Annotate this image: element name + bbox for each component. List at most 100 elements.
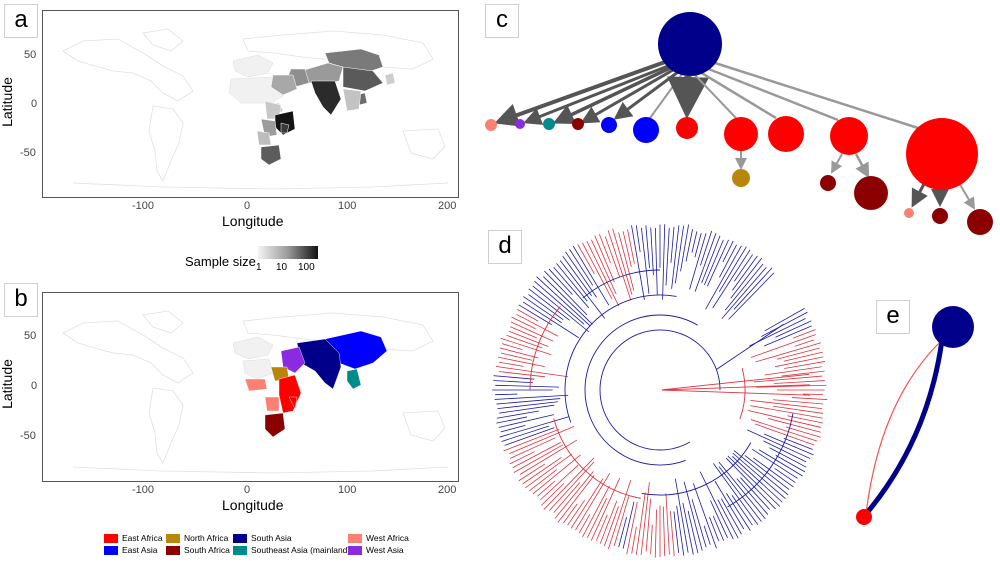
tree-tip-branch [536, 276, 591, 327]
panel-label-d: d [488, 230, 522, 264]
map-a-ytick-0: 0 [31, 98, 38, 110]
tree-tip-branch [787, 415, 823, 424]
node-south-africa-3 [854, 176, 888, 210]
tree-tip-branch [721, 266, 767, 319]
tree-tip-branch [740, 477, 771, 510]
tree-tip-branch [543, 457, 595, 510]
sample-size-tick-100: 100 [298, 262, 315, 273]
map-a-xtick-100: 100 [338, 200, 357, 212]
tree-tip-branch [594, 235, 615, 283]
tree-tip-branch [712, 249, 751, 309]
tree-tip-branch [699, 471, 734, 540]
tree-tip-branch [563, 503, 578, 524]
tree-tip-branch [784, 361, 826, 369]
tree-tip-branch [803, 393, 824, 396]
tree-tip-branch [612, 228, 633, 295]
tree-tip-branch [752, 448, 798, 479]
phylo-tree-d [492, 224, 828, 558]
node-north-africa-1 [732, 169, 750, 187]
sample-size-tick-10: 10 [276, 262, 288, 273]
tree-tip-branch [665, 493, 670, 555]
tree-tip-branch [540, 464, 579, 501]
tree-tip-branch [689, 233, 707, 290]
tree-tip-branch [499, 416, 570, 438]
tree-tip-branch [553, 266, 590, 309]
tree-tip-branch [493, 375, 535, 380]
tree-tip-branch [631, 526, 637, 554]
tree-tip-branch [674, 225, 684, 284]
tree-tip-branch [640, 227, 650, 294]
legend-label: West Asia [366, 545, 404, 555]
legend-swatch [104, 545, 118, 555]
tree-tip-branch [662, 506, 666, 557]
tree-internal-arc [553, 418, 641, 499]
sample-size-tick-1: 1 [256, 262, 262, 273]
tree-tip-branch [650, 524, 653, 555]
legend-west-africa: West Africa [348, 533, 409, 543]
tree-tip-branch [705, 245, 742, 310]
tree-tip-branch [553, 482, 581, 513]
tree-tip-branch [607, 480, 632, 550]
tree-tip-branch [753, 457, 794, 488]
tree-tip-branch [755, 342, 822, 363]
tree-tip-branch [569, 248, 594, 286]
tree-tip-branch [786, 426, 821, 438]
tree-tip-branch [501, 343, 523, 350]
tree-tip-branch [736, 478, 769, 515]
tree-tip-branch [718, 246, 747, 292]
legend-label: East Asia [122, 545, 158, 555]
map-a-ylabel: Latitude [0, 77, 15, 127]
tree-tip-branch [595, 514, 608, 541]
tree-tip-branch [510, 321, 554, 342]
tree-tip-branch [622, 501, 635, 549]
tree-internal-arc [599, 329, 721, 451]
node-east-africa-1 [676, 117, 698, 139]
tree-tip-branch [554, 471, 594, 519]
legend-swatch [166, 545, 180, 555]
tree-tip-branch [529, 469, 558, 492]
tree-tip-branch [524, 453, 573, 489]
tree-tip-branch [710, 500, 728, 538]
tree-tip-branch [747, 409, 822, 428]
tree-tip-branch [496, 398, 561, 405]
node-south-asia-hub [658, 12, 722, 76]
map-b-xtick-0: 0 [244, 484, 251, 496]
legend-label: Southeast Asia (mainland) [251, 545, 351, 555]
legend-east-africa: East Africa [104, 533, 163, 543]
tree-tip-branch [654, 509, 657, 558]
tree-tip-branch [607, 230, 632, 301]
tree-tip-branch [694, 233, 702, 258]
tree-tip-branch [719, 244, 737, 278]
tree-red-branch [661, 373, 810, 391]
tree-branches [492, 224, 828, 558]
tree-tip-branch [498, 361, 524, 367]
node-south-africa-2 [820, 175, 836, 191]
tree-tip-branch [768, 418, 821, 433]
legend-north-africa: North Africa [166, 533, 228, 543]
tree-tip-branch [703, 525, 711, 545]
legend-east-asia: East Asia [104, 545, 157, 555]
tree-tip-branch [763, 325, 812, 347]
legend-label: East Africa [122, 533, 163, 543]
map-a-xtick-200: 200 [438, 200, 457, 212]
map-b-ytick-neg50: -50 [20, 430, 36, 442]
tree-tip-branch [707, 239, 729, 287]
node-africa [856, 509, 872, 525]
tree-tip-branch [506, 334, 543, 349]
tree-tip-branch [570, 478, 604, 529]
tree-tip-branch [674, 478, 689, 553]
tree-tip-branch [727, 455, 781, 507]
tree-red-branch [661, 384, 810, 391]
tree-tip-branch [724, 263, 764, 311]
tree-tip-branch [747, 429, 811, 459]
tree-red-branch [661, 389, 810, 396]
tree-tip-branch [792, 329, 816, 339]
node-east-africa-5 [906, 118, 978, 190]
tree-tip-branch [500, 337, 552, 356]
tree-tip-branch [701, 235, 721, 284]
legend-swatch [104, 533, 118, 543]
edge-africa-to-asia [865, 339, 943, 515]
tree-tip-branch [654, 227, 658, 296]
tree-tip-branch [577, 244, 595, 274]
tree-tip-branch [687, 510, 699, 554]
